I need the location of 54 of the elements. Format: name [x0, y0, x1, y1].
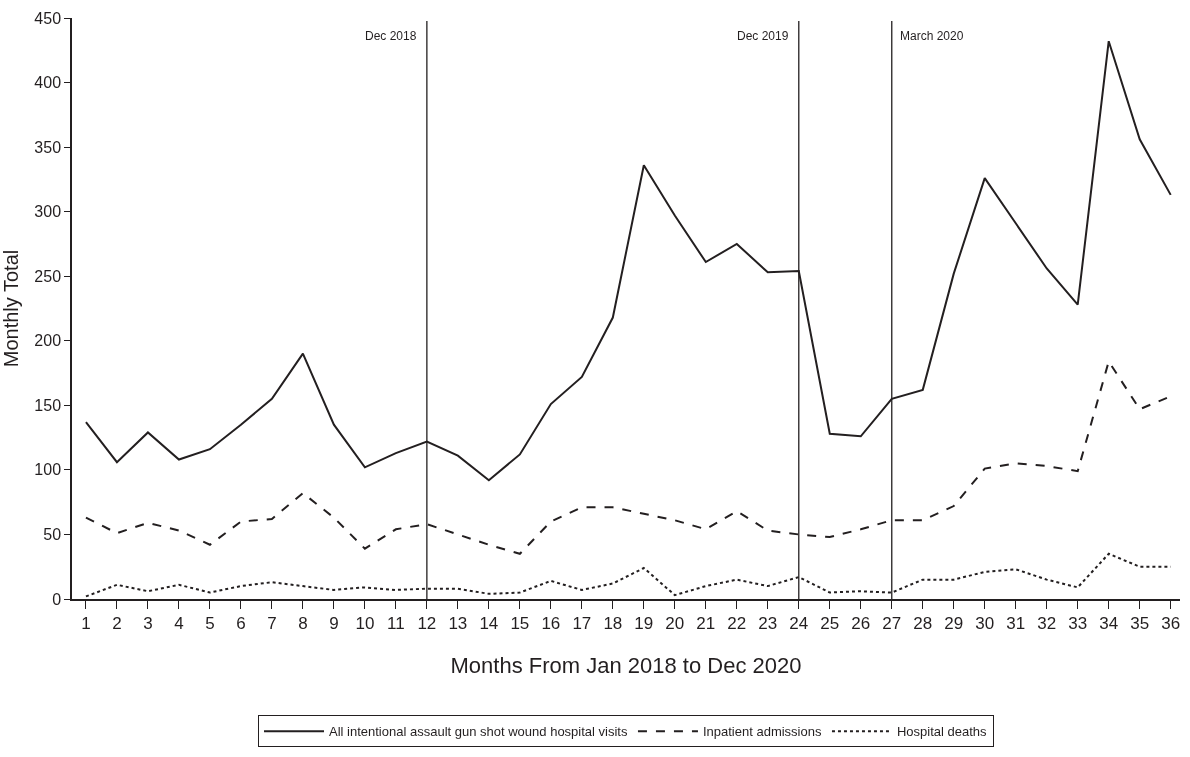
- y-tick-label: 350: [34, 138, 62, 156]
- x-tick-label: 26: [851, 614, 871, 634]
- x-tick-label: 5: [205, 614, 215, 634]
- x-tick-label: 29: [944, 614, 964, 634]
- x-tick-label: 6: [236, 614, 246, 634]
- x-tick-label: 18: [603, 614, 623, 634]
- y-tick-label: 400: [34, 74, 62, 92]
- x-tick-label: 22: [727, 614, 747, 634]
- x-tick-label: 35: [1130, 614, 1150, 634]
- x-tick-label: 28: [913, 614, 933, 634]
- ref-line-label: March 2020: [900, 29, 964, 43]
- x-tick-label: 13: [448, 614, 468, 634]
- x-tick-label: 11: [387, 614, 405, 634]
- x-tick-label: 36: [1161, 614, 1181, 634]
- x-tick-label: 9: [329, 614, 339, 634]
- x-axis-title: Months From Jan 2018 to Dec 2020: [450, 652, 802, 678]
- y-tick-label: 450: [34, 9, 62, 27]
- y-axis-title: Monthly Total: [0, 249, 23, 368]
- x-tick-label: 24: [789, 614, 809, 634]
- x-tick-label: 12: [417, 614, 437, 634]
- x-tick-label: 25: [820, 614, 840, 634]
- y-tick-label: 100: [34, 461, 62, 479]
- y-tick-label: 250: [34, 267, 62, 285]
- x-tick-label: 2: [112, 614, 122, 634]
- x-tick-label: 21: [696, 614, 716, 634]
- x-tick-label: 3: [143, 614, 153, 634]
- x-tick-label: 32: [1037, 614, 1057, 634]
- ref-line-label: Dec 2018: [365, 29, 417, 43]
- ref-line-label: Dec 2019: [737, 29, 789, 43]
- x-tick-label: 4: [174, 614, 184, 634]
- x-tick-label: 8: [298, 614, 308, 634]
- x-tick-label: 14: [479, 614, 499, 634]
- x-tick-label: 15: [510, 614, 530, 634]
- x-tick-label: 17: [572, 614, 592, 634]
- x-tick-label: 1: [81, 614, 91, 634]
- x-tick-label: 19: [634, 614, 654, 634]
- x-tick-label: 20: [665, 614, 685, 634]
- legend-label: All intentional assault gun shot wound hospital visits: [329, 724, 628, 740]
- x-tick-label: 10: [355, 614, 375, 634]
- legend-label: Hospital deaths: [896, 724, 988, 740]
- legend-label: Inpatient admissions: [702, 724, 822, 740]
- x-tick-label: 7: [267, 614, 277, 634]
- x-tick-label: 30: [975, 614, 995, 634]
- y-tick-label: 150: [34, 396, 62, 414]
- x-tick-label: 16: [541, 614, 561, 634]
- y-tick-label: 300: [34, 203, 62, 221]
- x-tick-label: 34: [1099, 614, 1119, 634]
- y-tick-label: 0: [52, 590, 62, 608]
- x-tick-label: 31: [1006, 614, 1026, 634]
- y-tick-label: 50: [43, 526, 62, 544]
- x-tick-label: 33: [1068, 614, 1088, 634]
- x-tick-label: 23: [758, 614, 778, 634]
- x-tick-label: 27: [882, 614, 902, 634]
- y-tick-label: 200: [34, 332, 62, 350]
